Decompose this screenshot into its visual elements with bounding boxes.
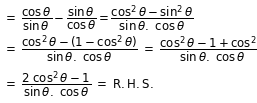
Text: $= \ \dfrac{2\ \cos^2\theta - 1}{\sin\theta .\ \cos\theta} \ = \ \mathrm{R.H.S.}: $= \ \dfrac{2\ \cos^2\theta - 1}{\sin\th… (3, 69, 154, 100)
Text: $= \ \dfrac{\cos^2\theta - (1 - \cos^2\theta)}{\sin\theta .\ \cos\theta} \ = \ \: $= \ \dfrac{\cos^2\theta - (1 - \cos^2\t… (3, 34, 257, 65)
Text: $= \ \dfrac{\cos\theta}{\sin\theta} - \dfrac{\sin\theta}{\cos\theta} = \dfrac{\c: $= \ \dfrac{\cos\theta}{\sin\theta} - \d… (3, 4, 194, 34)
